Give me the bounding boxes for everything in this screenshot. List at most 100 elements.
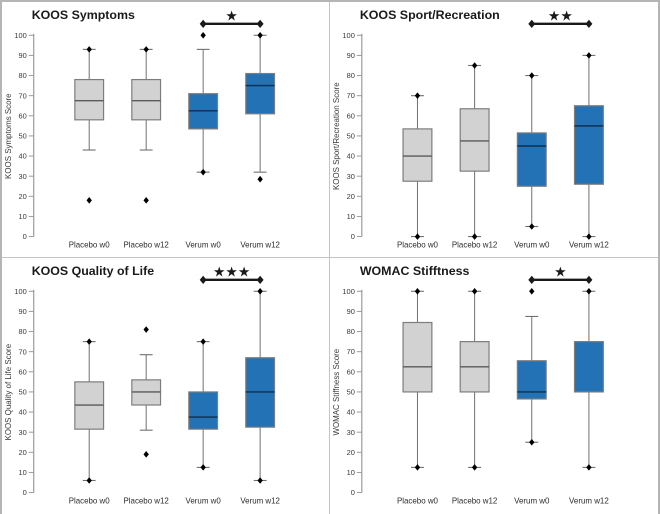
y-tick-label: 0 [23,232,27,241]
significance-stars: ★★★ [213,264,250,280]
point-marker-placebo-w12 [471,233,478,240]
boxplot-koos-quality-of-life: 0 10 20 30 40 50 60 70 80 90 100 KOOS Quality of Li… [4,264,280,506]
category-label-verum-w12: Verum w12 [240,240,280,249]
y-tick-label: 60 [347,368,355,377]
y-tick-label: 40 [347,152,355,161]
y-tick-label: 70 [347,91,355,100]
y-tick-label: 80 [347,328,355,337]
point-marker-placebo-w0 [86,477,92,485]
panel-koos-symptoms: 0 10 20 30 40 50 60 70 80 90 100 KOOS Symptoms Scor… [2,2,330,259]
y-tick-label: 70 [347,348,355,357]
point-marker-verum-w0 [529,288,535,296]
category-label-placebo-w12: Placebo w12 [124,240,169,249]
point-marker-placebo-w0 [414,233,421,240]
boxplot-womac-stiffness: 0 10 20 30 40 50 60 70 80 90 100 WOMAC Stiffness Sc… [332,264,609,506]
y-tick-label: 70 [19,348,27,357]
box-verum-w0 [516,360,547,401]
category-label-placebo-w12: Placebo w12 [124,497,169,506]
significance-endpoint [585,276,593,285]
y-tick-label: 50 [347,388,355,397]
point-marker-placebo-w12 [471,464,478,472]
category-label-verum-w0: Verum w0 [186,240,222,249]
point-marker-placebo-w0 [414,288,421,296]
panel-title: KOOS Quality of Life [32,264,154,278]
point-marker-placebo-w0 [414,464,421,472]
point-marker-placebo-w12 [471,288,478,296]
y-axis-label: WOMAC Stiffness Score [332,349,341,436]
y-tick-label: 30 [347,428,355,437]
category-label-placebo-w12: Placebo w12 [452,240,498,249]
y-tick-label: 50 [19,388,27,397]
box-verum-w12 [573,105,604,185]
point-marker-verum-w0 [200,32,206,39]
category-label-verum-w0: Verum w0 [514,497,550,506]
y-tick-label: 70 [19,91,27,100]
point-marker-verum-w0 [200,338,206,346]
y-tick-label: 100 [14,287,26,296]
y-tick-label: 0 [351,489,355,498]
box-placebo-w12 [459,108,490,172]
box-placebo-w0 [402,322,433,393]
significance-stars: ★★ [548,7,573,23]
point-marker-placebo-w0 [86,197,92,204]
y-tick-label: 20 [347,448,355,457]
significance-stars: ★ [554,264,566,280]
category-label-verum-w12: Verum w12 [569,240,609,249]
point-marker-placebo-w12 [143,451,149,459]
y-tick-label: 10 [347,212,355,221]
y-tick-label: 30 [19,428,27,437]
y-tick-label: 60 [347,111,355,120]
point-marker-verum-w0 [529,439,535,446]
point-marker-verum-w0 [200,168,206,176]
y-tick-label: 0 [351,232,355,241]
boxplot-koos-symptoms: 0 10 20 30 40 50 60 70 80 90 100 KOOS Symptoms Scor… [4,7,280,249]
y-tick-label: 60 [19,111,27,120]
point-marker-placebo-w12 [143,326,149,334]
point-marker-placebo-w0 [86,46,92,53]
y-tick-label: 80 [347,71,355,80]
significance-stars: ★ [225,7,237,23]
y-tick-label: 40 [19,408,27,417]
point-marker-verum-w12 [257,175,263,183]
box-verum-w12 [245,72,276,115]
point-marker-verum-w0 [529,223,535,230]
y-axis-label: KOOS Quality of Life Score [4,344,13,441]
y-tick-label: 90 [347,307,355,316]
point-marker-verum-w0 [200,464,206,472]
point-marker-verum-w12 [257,288,263,296]
point-marker-verum-w12 [586,52,592,59]
point-marker-verum-w0 [529,72,535,79]
panel-title: WOMAC Stifftness [360,264,470,278]
significance-endpoint [256,276,264,285]
category-label-placebo-w0: Placebo w0 [69,497,110,506]
y-tick-label: 90 [19,51,27,60]
point-marker-placebo-w0 [414,92,421,99]
y-tick-label: 30 [347,172,355,181]
box-placebo-w0 [402,128,433,182]
y-tick-label: 50 [19,132,27,141]
y-tick-label: 20 [347,192,355,201]
significance-endpoint [585,19,593,28]
y-tick-label: 100 [342,287,354,296]
category-label-verum-w12: Verum w12 [240,497,280,506]
panel-womac-stiffness: 0 10 20 30 40 50 60 70 80 90 100 WOMAC Stiffness Sc… [330,258,658,514]
point-marker-verum-w12 [257,32,263,39]
y-tick-label: 10 [19,212,27,221]
panel-title: KOOS Sport/Recreation [360,8,500,22]
y-axis-label: KOOS Sport/Recreation Score [332,82,341,190]
y-tick-label: 30 [19,172,27,181]
category-label-placebo-w0: Placebo w0 [69,240,110,249]
y-tick-label: 20 [19,192,27,201]
significance-endpoint [528,276,536,285]
panel-title: KOOS Symptoms [32,8,135,22]
category-label-placebo-w12: Placebo w12 [452,497,498,506]
y-tick-label: 80 [19,328,27,337]
y-tick-label: 60 [19,368,27,377]
y-tick-label: 20 [19,448,27,457]
y-tick-label: 10 [347,468,355,477]
panel-koos-quality-of-life: 0 10 20 30 40 50 60 70 80 90 100 KOOS Quality of Li… [2,258,330,514]
point-marker-verum-w12 [586,288,592,296]
panel-koos-sport-recreation: 0 10 20 30 40 50 60 70 80 90 100 KOOS Sport/Recreat… [330,2,658,259]
y-tick-label: 100 [14,31,26,40]
